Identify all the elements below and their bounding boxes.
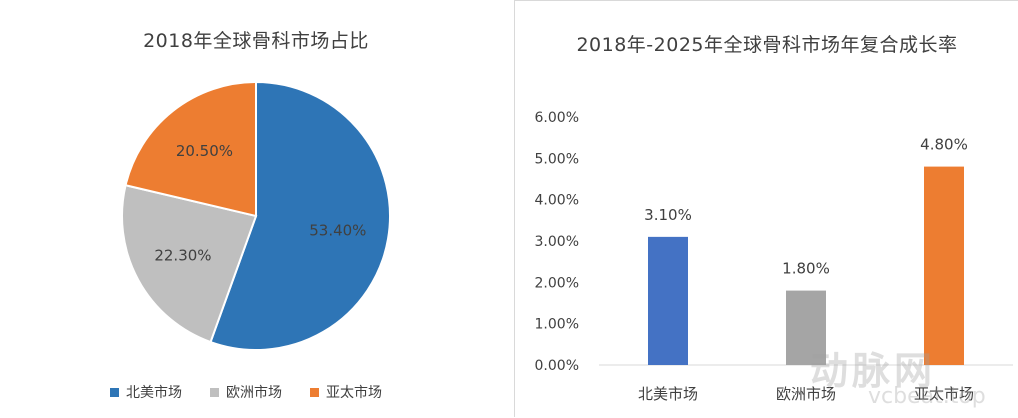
- pie-legend: 北美市场 欧洲市场 亚太市场: [110, 382, 382, 402]
- x-category-label: 亚太市场: [914, 385, 974, 403]
- pie-data-label: 22.30%: [154, 247, 211, 265]
- bar: [648, 236, 688, 365]
- pie-data-label: 53.40%: [309, 221, 366, 239]
- legend-swatch: [110, 387, 119, 397]
- y-tick-label: 6.00%: [535, 110, 579, 126]
- bar-data-label: 1.80%: [782, 260, 830, 278]
- bar-data-label: 4.80%: [920, 136, 968, 154]
- watermark-logo: 动脉网: [810, 349, 937, 393]
- x-category-label: 北美市场: [638, 385, 698, 403]
- legend-label: 亚太市场: [326, 385, 382, 401]
- x-category-label: 欧洲市场: [776, 385, 836, 403]
- watermark-url: vcbeat.top: [868, 384, 986, 409]
- bar: [924, 166, 964, 365]
- legend-label: 北美市场: [126, 385, 182, 401]
- pie-slice: [209, 80, 391, 351]
- y-tick-label: 2.00%: [535, 275, 579, 291]
- pie-chart: 53.40% 22.30% 20.50%: [121, 80, 391, 351]
- y-tick-label: 4.00%: [535, 193, 579, 209]
- bar-chart-title: 2018年-2025年全球骨科市场年复合成长率: [576, 34, 958, 56]
- legend-item-north-america: 北美市场: [110, 382, 182, 402]
- bar-data-label: 3.10%: [644, 206, 692, 224]
- pie-chart-panel: 2018年全球骨科市场占比 53.40% 22.30% 20.50% 北美市场 欧洲…: [110, 30, 391, 402]
- legend-item-europe: 欧洲市场: [210, 382, 282, 402]
- bar-chart-panel: 2018年-2025年全球骨科市场年复合成长率 0.00% 1.00% 2.00% 3…: [514, 0, 1018, 417]
- bar-chart: 0.00% 1.00% 2.00% 3.00% 4.00% 5.00% 6.00% 3.10%…: [535, 110, 1013, 403]
- legend-swatch: [310, 387, 319, 397]
- y-tick-label: 3.00%: [535, 234, 579, 250]
- y-tick-label: 0.00%: [535, 358, 579, 374]
- y-tick-label: 1.00%: [535, 317, 579, 333]
- pie-slice: [121, 184, 258, 344]
- legend-swatch: [210, 387, 219, 397]
- pie-data-label: 20.50%: [176, 142, 233, 160]
- bar: [786, 290, 826, 365]
- pie-chart-title: 2018年全球骨科市场占比: [143, 30, 369, 52]
- legend-label: 欧洲市场: [226, 385, 282, 401]
- pie-slice: [124, 80, 257, 218]
- legend-item-asia-pacific: 亚太市场: [310, 382, 382, 402]
- y-tick-label: 5.00%: [535, 151, 579, 167]
